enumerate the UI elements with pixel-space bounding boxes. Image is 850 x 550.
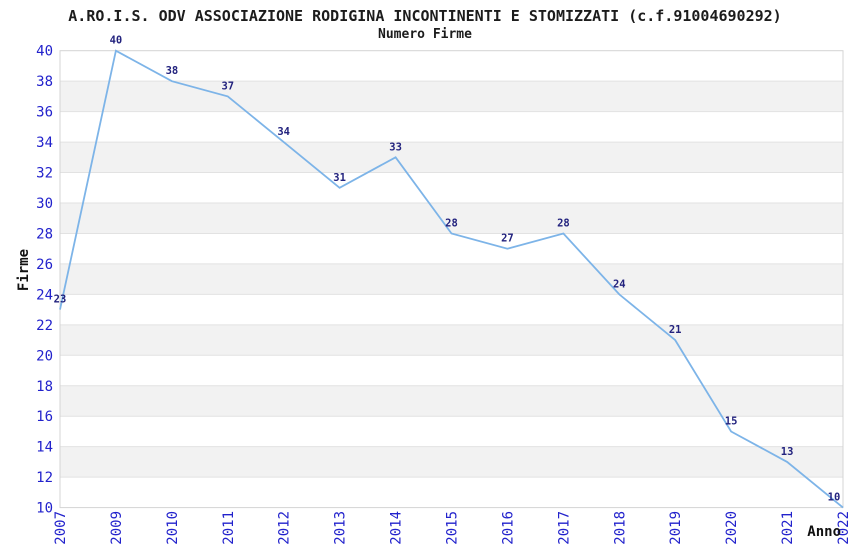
data-point-label: 33 xyxy=(389,141,402,153)
y-axis-tick-label: 36 xyxy=(36,105,53,121)
y-axis-tick-label: 14 xyxy=(36,440,53,456)
data-point-label: 28 xyxy=(557,218,570,230)
plot-band xyxy=(60,81,843,112)
y-axis-tick-label: 16 xyxy=(36,409,53,425)
y-axis-tick-label: 40 xyxy=(36,44,53,60)
plot-band xyxy=(60,446,843,478)
plot-band xyxy=(60,385,843,417)
x-axis-tick-label: 2017 xyxy=(556,511,572,545)
x-axis-tick-label: 2019 xyxy=(668,511,684,545)
data-point-label: 10 xyxy=(828,492,841,504)
plot-band xyxy=(60,142,843,173)
y-axis-tick-label: 10 xyxy=(36,501,53,517)
plot-band xyxy=(60,203,843,234)
data-point-label: 28 xyxy=(445,218,458,230)
x-axis-tick-label: 2013 xyxy=(333,511,349,545)
data-point-label: 34 xyxy=(277,126,290,138)
data-point-label: 31 xyxy=(333,172,346,184)
y-axis-tick-label: 18 xyxy=(36,379,53,395)
y-axis-tick-label: 32 xyxy=(36,166,53,182)
x-axis-tick-label: 2021 xyxy=(780,511,796,545)
data-point-label: 38 xyxy=(166,65,179,77)
x-axis-tick-label: 2016 xyxy=(500,511,516,545)
x-axis-tick-label: 2009 xyxy=(109,511,125,545)
y-axis-tick-label: 20 xyxy=(36,348,53,364)
plot-frame xyxy=(59,50,844,509)
y-axis-tick-label: 28 xyxy=(36,226,53,242)
x-axis-title: Anno xyxy=(807,524,841,540)
x-axis-tick-label: 2010 xyxy=(165,511,181,545)
chart-subtitle: Numero Firme xyxy=(378,27,472,42)
data-point-label: 37 xyxy=(221,80,234,92)
data-point-label: 40 xyxy=(110,35,123,47)
data-point-label: 24 xyxy=(613,278,626,290)
x-axis-tick-label: 2015 xyxy=(445,511,461,545)
x-axis-tick-label: 2022 xyxy=(836,511,850,545)
y-axis-tick-label: 34 xyxy=(36,135,53,151)
y-axis-tick-label: 22 xyxy=(36,318,53,334)
data-point-label: 21 xyxy=(669,324,682,336)
y-axis-tick-label: 38 xyxy=(36,74,53,90)
data-point-label: 15 xyxy=(725,416,738,428)
y-axis-tick-label: 30 xyxy=(36,196,53,212)
chart-title: A.RO.I.S. ODV ASSOCIAZIONE RODIGINA INCO… xyxy=(68,7,782,25)
x-axis-tick-label: 2020 xyxy=(724,511,740,545)
data-point-label: 23 xyxy=(54,294,67,306)
plot-band xyxy=(60,324,843,356)
x-axis-tick-label: 2018 xyxy=(612,511,628,545)
line-series xyxy=(59,49,844,509)
x-axis-tick-label: 2012 xyxy=(277,511,293,545)
x-axis-tick-label: 2014 xyxy=(389,511,405,545)
data-point-label: 13 xyxy=(781,446,794,458)
x-axis-tick-label: 2011 xyxy=(221,511,237,545)
x-axis-tick-label: 2007 xyxy=(53,511,69,545)
y-axis-tick-label: 26 xyxy=(36,257,53,273)
data-point-label: 27 xyxy=(501,233,514,245)
plot-band xyxy=(60,263,843,295)
y-axis-tick-label: 12 xyxy=(36,470,53,486)
y-axis-tick-label: 24 xyxy=(36,287,53,303)
